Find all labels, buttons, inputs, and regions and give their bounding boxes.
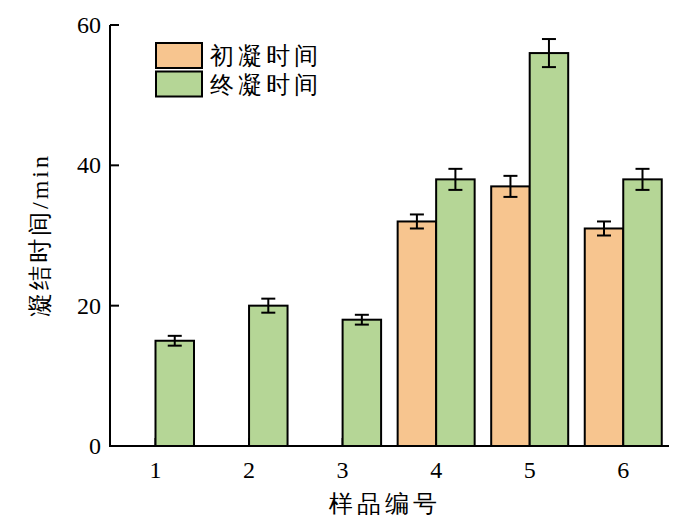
x-axis-title: 样品编号 — [328, 491, 441, 517]
y-tick-label: 40 — [77, 152, 101, 178]
x-tick-label: 6 — [617, 457, 629, 483]
legend-swatch-initial — [156, 43, 202, 68]
bar-initial-4 — [398, 221, 437, 446]
legend-label-initial: 初凝时间 — [210, 43, 322, 69]
y-tick-label: 60 — [77, 12, 101, 38]
x-tick-label: 5 — [524, 457, 536, 483]
x-tick-label: 4 — [430, 457, 442, 483]
y-tick-label: 20 — [77, 293, 101, 319]
y-tick-label: 0 — [89, 433, 101, 459]
legend-label-final: 终凝时间 — [210, 72, 322, 98]
bar-final-6 — [623, 179, 662, 446]
x-tick-label: 3 — [337, 457, 349, 483]
bar-chart: 0 20 40 60 1 2 3 4 5 6 初凝时间终凝时间样品编号 凝结时间/min — [0, 0, 700, 518]
x-tick-label: 1 — [150, 457, 162, 483]
y-axis-title: 凝结时间/min — [27, 153, 53, 317]
bar-initial-5 — [491, 186, 530, 446]
chart-canvas: 0 20 40 60 1 2 3 4 5 6 初凝时间终凝时间样品编号 凝结时间/min — [0, 0, 700, 518]
bar-initial-6 — [585, 228, 624, 446]
x-tick-label: 2 — [243, 457, 255, 483]
bar-final-2 — [249, 306, 287, 446]
bar-final-5 — [530, 53, 569, 446]
bar-final-1 — [156, 341, 195, 446]
legend-swatch-final — [156, 72, 202, 97]
bar-final-4 — [436, 179, 475, 446]
bar-final-3 — [343, 320, 382, 446]
